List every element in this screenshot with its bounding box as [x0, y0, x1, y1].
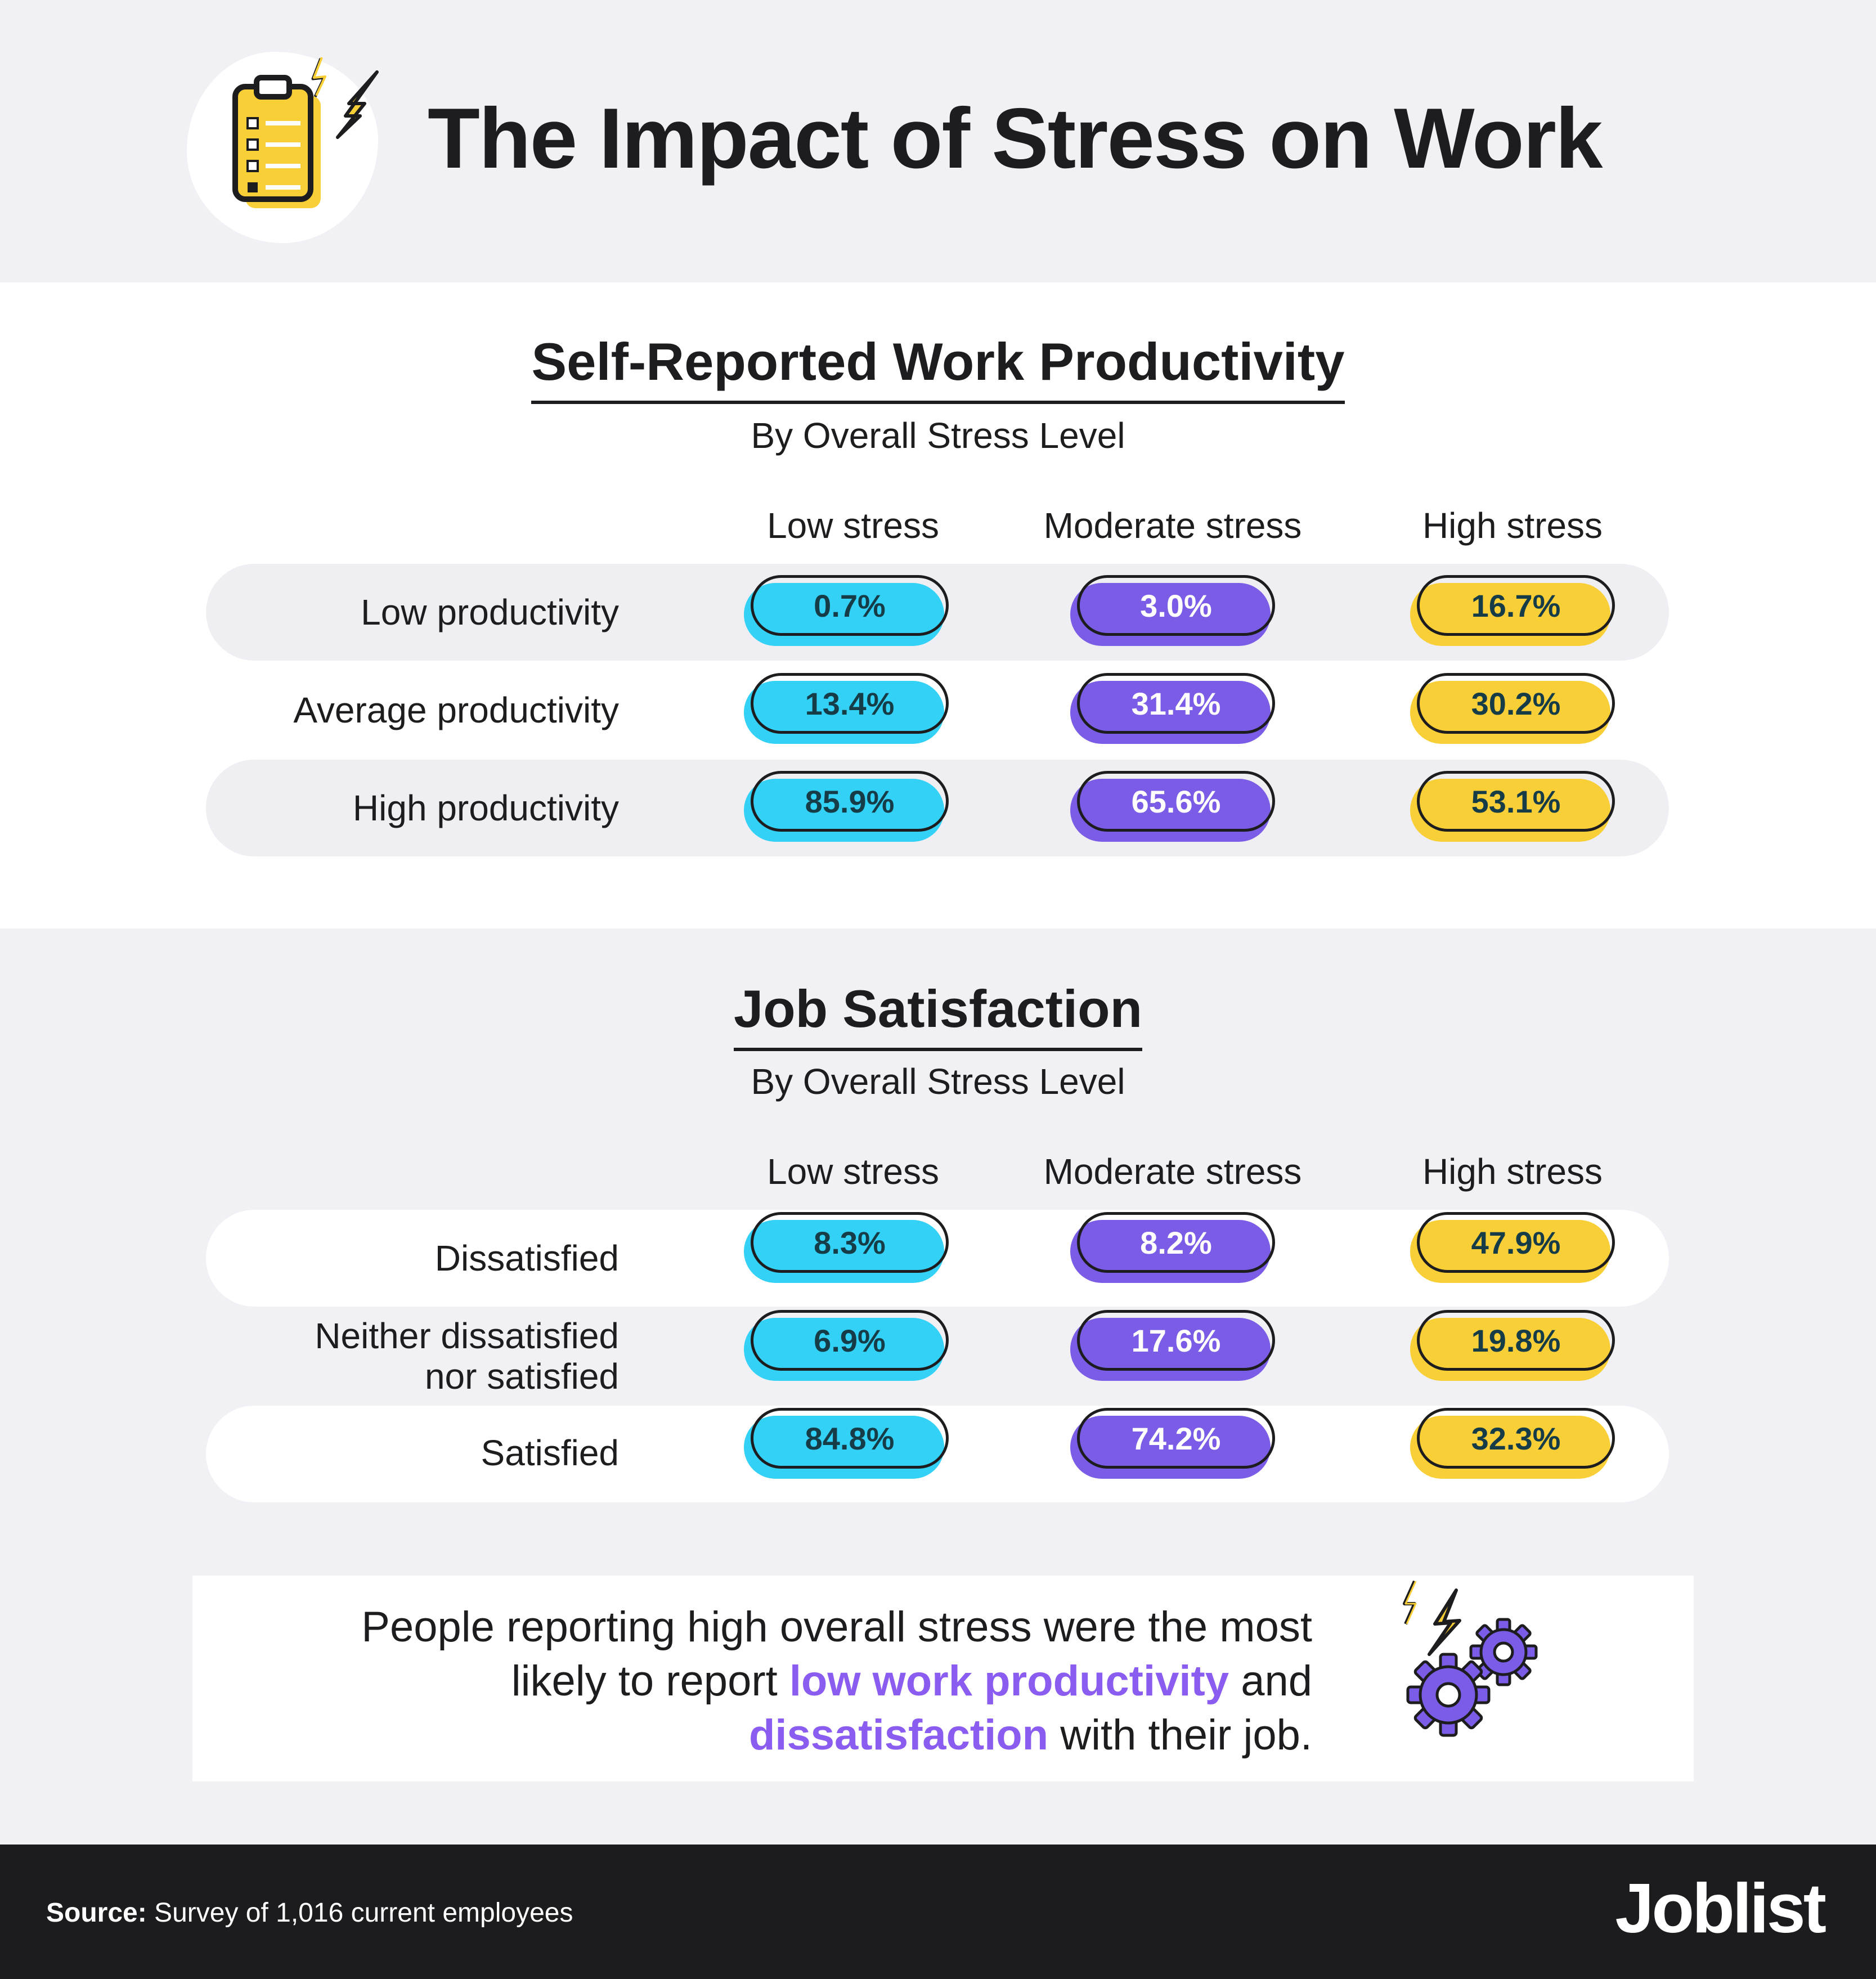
section-subtitle: By Overall Stress Level	[751, 1061, 1125, 1102]
data-value: 85.9%	[751, 771, 949, 832]
row-label: Dissatisfied	[434, 1238, 619, 1278]
data-value: 13.4%	[751, 673, 949, 734]
data-pill: 74.2%	[1070, 1408, 1278, 1479]
gears-lightning-icon	[1403, 1580, 1538, 1737]
column-header-moderate-stress: Moderate stress	[1043, 505, 1302, 546]
row-label: Average productivity	[293, 690, 619, 730]
source-text: Survey of 1,016 current employees	[146, 1898, 573, 1928]
data-pill: 3.0%	[1070, 575, 1278, 646]
callout-highlight: low work productivity	[789, 1657, 1229, 1705]
row-label: High productivity	[352, 788, 619, 828]
data-pill: 0.7%	[744, 575, 952, 646]
callout-text: People reporting high overall stress wer…	[361, 1600, 1312, 1762]
data-pill: 17.6%	[1070, 1310, 1278, 1381]
data-pill: 19.8%	[1410, 1310, 1618, 1381]
data-pill: 16.7%	[1410, 575, 1618, 646]
data-value: 74.2%	[1077, 1408, 1275, 1469]
productivity-title: Self-Reported Work Productivity	[531, 335, 1345, 404]
data-pill: 30.2%	[1410, 673, 1618, 744]
data-value: 65.6%	[1077, 771, 1275, 832]
data-value: 53.1%	[1417, 771, 1615, 832]
data-value: 17.6%	[1077, 1310, 1275, 1371]
source-note: Source: Survey of 1,016 current employee…	[46, 1897, 573, 1928]
data-pill: 47.9%	[1410, 1212, 1618, 1283]
data-pill: 32.3%	[1410, 1408, 1618, 1479]
data-pill: 85.9%	[744, 771, 952, 842]
data-value: 0.7%	[751, 575, 949, 636]
data-pill: 13.4%	[744, 673, 952, 744]
section-title: Job Satisfaction	[0, 982, 1876, 1051]
source-label: Source:	[46, 1898, 147, 1928]
column-header-high-stress: High stress	[1422, 1151, 1603, 1192]
data-value: 32.3%	[1417, 1408, 1615, 1469]
callout-line: People reporting high overall stress wer…	[361, 1603, 1312, 1651]
data-value: 31.4%	[1077, 673, 1275, 734]
column-header-low-stress: Low stress	[767, 1151, 939, 1192]
page-header: The Impact of Stress on Work	[0, 0, 1876, 282]
data-value: 30.2%	[1417, 673, 1615, 734]
column-header-moderate-stress: Moderate stress	[1043, 1151, 1302, 1192]
productivity-section: Self-Reported Work Productivity By Overa…	[0, 282, 1876, 928]
callout-highlight: dissatisfaction	[748, 1711, 1049, 1759]
data-value: 19.8%	[1417, 1310, 1615, 1371]
clipboard-checklist-icon	[232, 57, 379, 208]
row-label-line: nor satisfied	[424, 1356, 619, 1397]
data-pill: 31.4%	[1070, 673, 1278, 744]
satisfaction-title: Job Satisfaction	[733, 982, 1143, 1051]
data-pill: 65.6%	[1070, 771, 1278, 842]
callout-text-part: and	[1229, 1657, 1312, 1705]
data-value: 8.3%	[751, 1212, 949, 1273]
callout-text-part: with their job.	[1048, 1711, 1312, 1759]
data-value: 8.2%	[1077, 1212, 1275, 1273]
data-value: 3.0%	[1077, 575, 1275, 636]
callout-text-part: likely to report	[511, 1657, 789, 1705]
data-pill: 6.9%	[744, 1310, 952, 1381]
row-label: Low productivity	[361, 592, 619, 632]
row-label-line: Neither dissatisfied	[315, 1316, 619, 1356]
callout-line: dissatisfaction with their job.	[361, 1708, 1312, 1762]
data-pill: 53.1%	[1410, 771, 1618, 842]
data-value: 16.7%	[1417, 575, 1615, 636]
page-title: The Impact of Stress on Work	[428, 91, 1603, 186]
data-value: 6.9%	[751, 1310, 949, 1371]
section-subtitle: By Overall Stress Level	[751, 415, 1125, 456]
column-header-low-stress: Low stress	[767, 505, 939, 546]
data-pill: 8.3%	[744, 1212, 952, 1283]
callout-line: likely to report low work productivity a…	[361, 1654, 1312, 1708]
page-footer: Source: Survey of 1,016 current employee…	[0, 1845, 1876, 1979]
data-value: 84.8%	[751, 1408, 949, 1469]
row-label: Satisfied	[481, 1433, 619, 1473]
data-value: 47.9%	[1417, 1212, 1615, 1273]
column-header-high-stress: High stress	[1422, 505, 1603, 546]
brand-logo: Joblist	[1615, 1870, 1826, 1947]
data-pill: 84.8%	[744, 1408, 952, 1479]
data-pill: 8.2%	[1070, 1212, 1278, 1283]
section-title: Self-Reported Work Productivity	[0, 335, 1876, 404]
row-label: Neither dissatisfied nor satisfied	[315, 1316, 619, 1397]
